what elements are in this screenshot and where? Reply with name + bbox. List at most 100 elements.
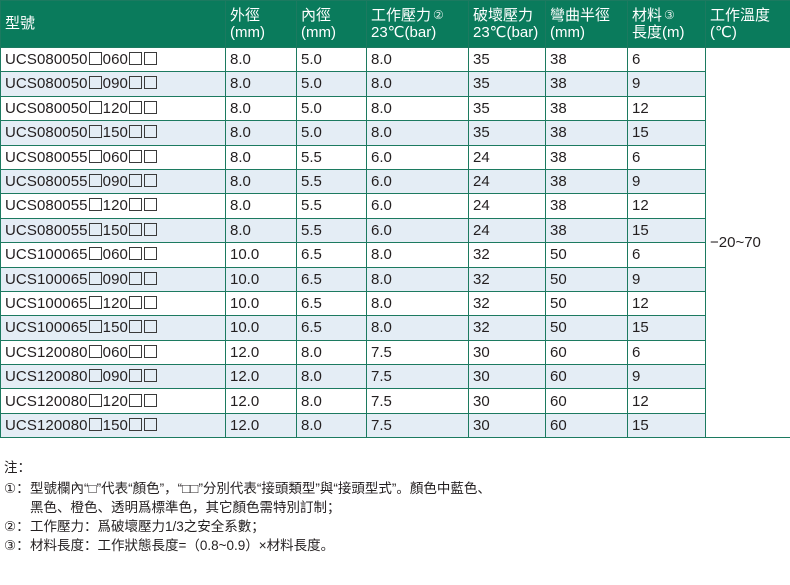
cell-bend-radius: 38: [545, 168, 628, 195]
model-length-code: 120: [102, 197, 128, 215]
cell-working-pressure: 6.0: [366, 144, 469, 170]
cell-bend-radius: 38: [545, 71, 628, 97]
cell-material-length: 9: [627, 168, 706, 195]
cell-working-pressure: 8.0: [366, 46, 469, 73]
connector-type-placeholder-square-icon: [128, 198, 142, 212]
cell-burst-pressure: 24: [468, 193, 546, 219]
header-cell-inner-diameter: 內徑 (mm): [296, 0, 367, 48]
cell-working-pressure: 6.0: [366, 168, 469, 195]
cell-outer-diameter: 8.0: [225, 46, 297, 73]
cell-burst-pressure: 30: [468, 412, 546, 439]
color-placeholder-square-icon: [88, 174, 102, 188]
connector-type-placeholder-square-icon: [128, 149, 142, 163]
cell-burst-pressure: 32: [468, 242, 546, 268]
footnote-marker-2-icon: ②: [433, 7, 444, 22]
cell-working-pressure: 7.5: [366, 388, 469, 414]
cell-bend-radius: 50: [545, 242, 628, 268]
header-label-ml-line1: 材料 ③: [632, 7, 701, 24]
cell-bend-radius: 38: [545, 193, 628, 219]
cell-outer-diameter: 12.0: [225, 339, 297, 366]
table-row: UCS120080 090 12.0 8.0 7.5 30 60 9: [0, 364, 790, 390]
cell-model: UCS120080 090: [0, 364, 226, 390]
table-row: UCS080050 090 8.0 5.0 8.0 35 38 9: [0, 71, 790, 97]
header-label-wp-line1: 工作壓力 ②: [371, 7, 464, 24]
connector-style-placeholder-square-icon: [143, 247, 157, 261]
connector-type-placeholder-square-icon: [128, 271, 142, 285]
cell-material-length: 15: [627, 315, 706, 341]
color-placeholder-square-icon: [88, 198, 102, 212]
model-length-code: 090: [102, 368, 128, 386]
cell-bend-radius: 60: [545, 364, 628, 390]
cell-material-length: 6: [627, 144, 706, 170]
cell-model: UCS080055 090: [0, 168, 226, 195]
cell-outer-diameter: 8.0: [225, 120, 297, 146]
connector-style-placeholder-square-icon: [143, 198, 157, 212]
cell-working-temperature: −20~70: [705, 46, 790, 439]
cell-bend-radius: 50: [545, 266, 628, 292]
model-length-code: 150: [102, 319, 128, 337]
cell-inner-diameter: 8.0: [296, 412, 367, 439]
model-prefix: UCS120080: [5, 392, 88, 410]
model-length-code: 150: [102, 416, 128, 434]
connector-type-placeholder-square-icon: [128, 247, 142, 261]
notes-block: 注： ①： 型號欄內“□”代表“顏色”，“□□”分別代表“接頭類型”與“接頭型式…: [4, 458, 786, 555]
cell-model: UCS080055 150: [0, 217, 226, 244]
connector-style-placeholder-square-icon: [143, 344, 157, 358]
connector-type-placeholder-square-icon: [128, 320, 142, 334]
table-row: UCS080055 060 8.0 5.5 6.0 24 38 6: [0, 144, 790, 170]
connector-style-placeholder-square-icon: [143, 76, 157, 90]
model-length-code: 090: [102, 173, 128, 191]
header-label-id-line1: 內徑: [301, 6, 332, 24]
color-placeholder-square-icon: [88, 271, 102, 285]
connector-style-placeholder-square-icon: [143, 295, 157, 309]
color-placeholder-square-icon: [88, 295, 102, 309]
model-prefix: UCS120080: [5, 416, 88, 434]
cell-bend-radius: 38: [545, 217, 628, 244]
cell-outer-diameter: 8.0: [225, 71, 297, 97]
color-placeholder-square-icon: [88, 320, 102, 334]
model-prefix: UCS100065: [5, 294, 88, 312]
header-label-wp-text: 工作壓力: [371, 6, 432, 24]
notes-title: 注：: [4, 460, 31, 475]
cell-material-length: 12: [627, 95, 706, 122]
model-length-code: 120: [102, 392, 128, 410]
table-row: UCS120080 060 12.0 8.0 7.5 30 60 6: [0, 339, 790, 366]
cell-working-pressure: 7.5: [366, 364, 469, 390]
table-row: UCS080050 060 8.0 5.0 8.0 35 38 6 −20~70: [0, 46, 790, 439]
cell-model: UCS080055 120: [0, 193, 226, 219]
cell-inner-diameter: 6.5: [296, 315, 367, 341]
cell-material-length: 6: [627, 242, 706, 268]
cell-inner-diameter: 5.0: [296, 120, 367, 146]
note-body-2: 工作壓力：爲破壞壓力1/3之安全系數；: [30, 519, 265, 534]
model-length-code: 120: [102, 294, 128, 312]
cell-inner-diameter: 5.5: [296, 144, 367, 170]
note-1-line-1: 型號欄內“□”代表“顏色”，“□□”分別代表“接頭類型”與“接頭型式”。顏色中藍…: [30, 481, 491, 496]
color-placeholder-square-icon: [88, 52, 102, 66]
color-placeholder-square-icon: [88, 417, 102, 431]
header-label-od-line1: 外徑: [230, 6, 261, 24]
cell-inner-diameter: 5.5: [296, 217, 367, 244]
cell-inner-diameter: 8.0: [296, 364, 367, 390]
cell-outer-diameter: 10.0: [225, 266, 297, 292]
model-prefix: UCS080050: [5, 124, 88, 142]
cell-bend-radius: 38: [545, 144, 628, 170]
cell-outer-diameter: 10.0: [225, 290, 297, 317]
model-length-code: 060: [102, 246, 128, 264]
note-body-1: 型號欄內“□”代表“顏色”，“□□”分別代表“接頭類型”與“接頭型式”。顏色中藍…: [30, 479, 786, 517]
header-label-id-line2: (mm): [301, 24, 336, 41]
connector-type-placeholder-square-icon: [128, 393, 142, 407]
connector-style-placeholder-square-icon: [143, 52, 157, 66]
color-placeholder-square-icon: [88, 76, 102, 90]
cell-bend-radius: 60: [545, 388, 628, 414]
note-1-line-2: 黑色、橙色、透明爲標準色，其它顏色需特別訂制；: [30, 500, 341, 515]
cell-material-length: 15: [627, 120, 706, 146]
cell-material-length: 15: [627, 412, 706, 439]
connector-style-placeholder-square-icon: [143, 125, 157, 139]
model-prefix: UCS120080: [5, 368, 88, 386]
cell-working-pressure: 8.0: [366, 266, 469, 292]
connector-style-placeholder-square-icon: [143, 320, 157, 334]
header-label-br-line1: 彎曲半徑: [550, 6, 611, 24]
connector-style-placeholder-square-icon: [143, 100, 157, 114]
header-label-wt-line1: 工作溫度: [710, 6, 771, 24]
model-prefix: UCS080050: [5, 51, 88, 69]
